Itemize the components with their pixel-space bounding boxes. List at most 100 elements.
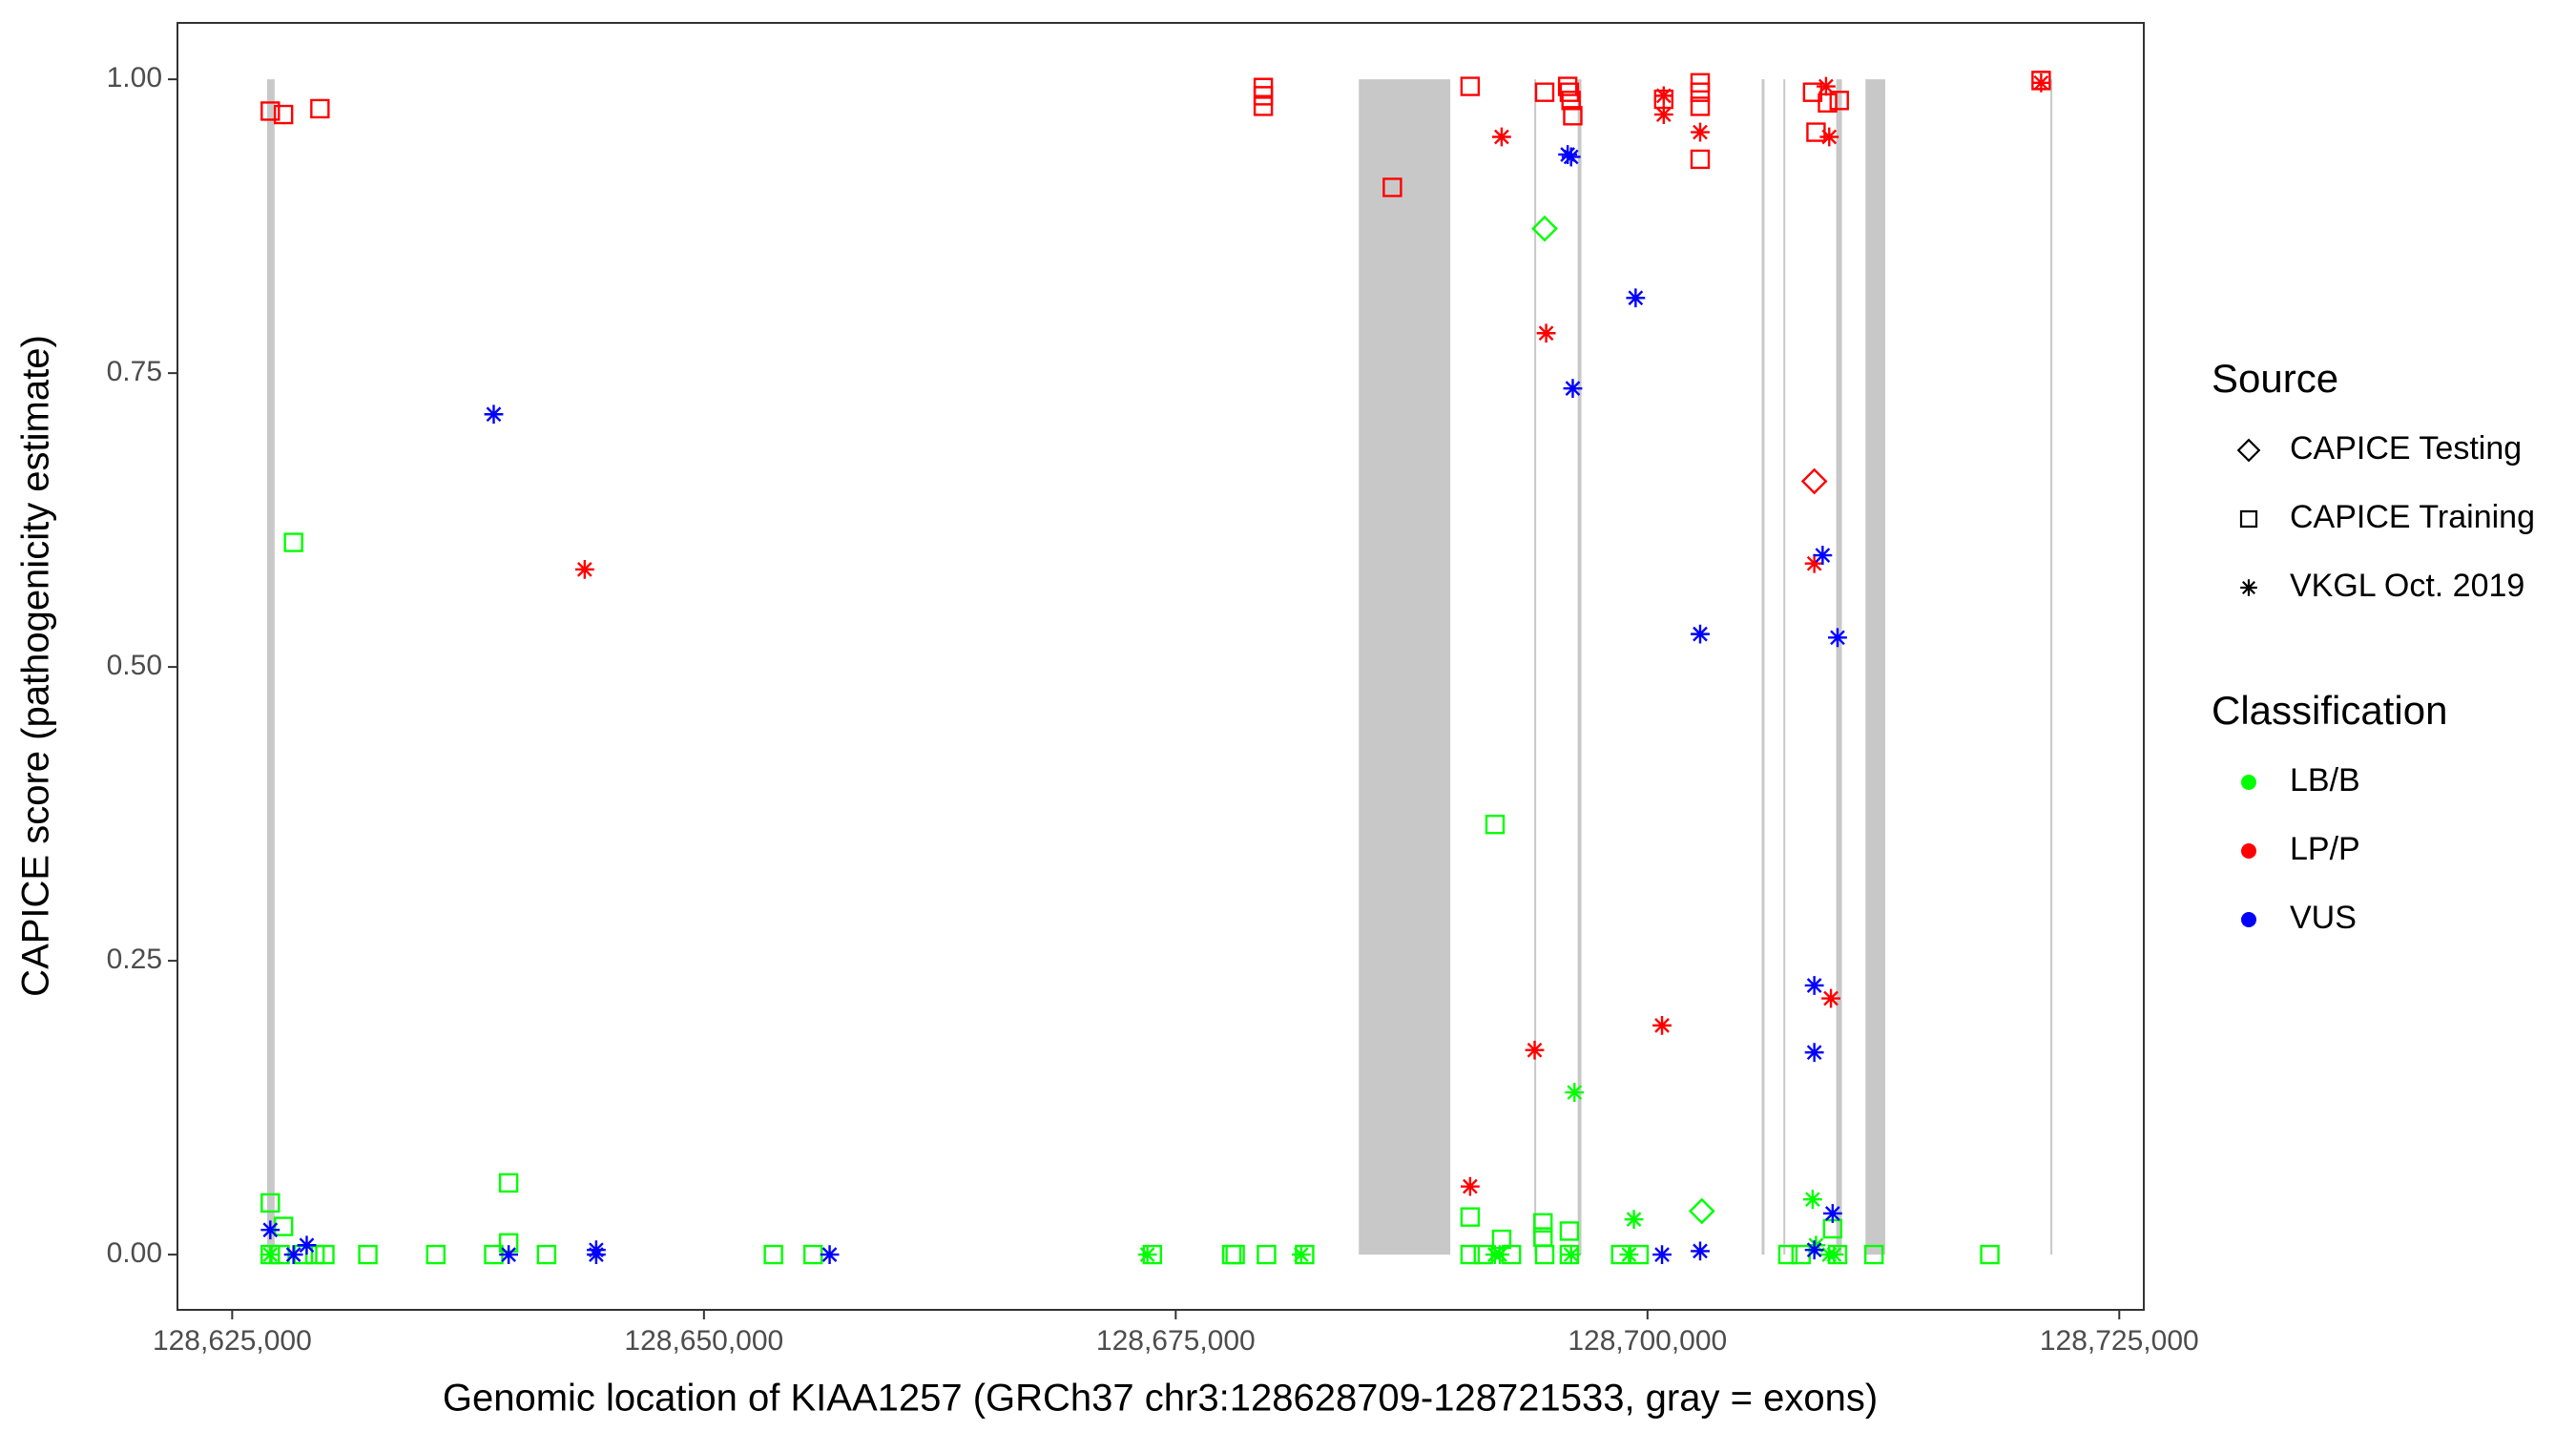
data-point <box>297 1235 317 1255</box>
data-point <box>1531 215 1558 242</box>
data-point <box>1295 1244 1315 1265</box>
legend-label: CAPICE Training <box>2290 499 2535 535</box>
data-point <box>1804 553 1824 573</box>
data-point <box>1559 1244 1580 1265</box>
data-point <box>260 1220 280 1240</box>
data-point <box>1291 1245 1311 1264</box>
legend-symbol <box>2236 438 2261 463</box>
data-point <box>1137 1245 1157 1264</box>
exon <box>1761 79 1765 1255</box>
data-point <box>1626 288 1646 308</box>
exon <box>1836 79 1842 1255</box>
y-tick-label: 0.50 <box>107 650 162 681</box>
data-point <box>273 104 294 125</box>
legend-symbol <box>2241 775 2256 790</box>
data-point <box>1565 1083 1585 1102</box>
data-point <box>1653 105 1673 124</box>
data-point <box>1534 1244 1555 1265</box>
legend-symbol <box>2239 509 2258 529</box>
data-point <box>283 532 303 552</box>
data-point <box>1822 1204 1842 1223</box>
legend-symbol <box>2241 843 2256 859</box>
data-point <box>1460 1207 1481 1227</box>
data-point <box>1804 1240 1824 1260</box>
data-point <box>1561 147 1581 167</box>
axis-layer: 128,625,000 128,650,000 128,675,000 128,700… <box>107 62 2199 1357</box>
data-point <box>802 1244 823 1265</box>
point-layer <box>260 71 2051 1265</box>
y-axis-title: CAPICE score (pathogenicity estimate) <box>15 335 57 997</box>
data-point <box>1690 149 1711 170</box>
data-point <box>310 98 330 119</box>
x-tick-label: 128,675,000 <box>1096 1325 1256 1357</box>
data-point <box>273 1216 294 1236</box>
data-point <box>1563 379 1583 399</box>
data-point <box>1802 1190 1822 1210</box>
data-point <box>1806 122 1826 142</box>
data-point <box>1491 1229 1512 1250</box>
x-tick-label: 128,625,000 <box>153 1325 312 1357</box>
data-point <box>820 1245 840 1264</box>
panel-border <box>177 22 2145 1311</box>
exon <box>1783 79 1786 1255</box>
data-point <box>498 1172 519 1193</box>
data-point <box>1653 86 1673 106</box>
data-point <box>1688 1197 1715 1225</box>
data-point <box>1691 624 1710 644</box>
data-point <box>426 1244 446 1265</box>
data-point <box>1624 1210 1644 1230</box>
data-point <box>1257 1244 1277 1265</box>
data-point <box>498 1233 519 1253</box>
data-point <box>1253 96 1274 116</box>
exon <box>266 79 275 1255</box>
data-point <box>1485 814 1506 835</box>
y-tick-label: 1.00 <box>107 62 162 93</box>
data-point <box>260 1245 280 1264</box>
data-point <box>1563 106 1583 126</box>
data-point <box>1980 1244 2000 1265</box>
data-point <box>1829 91 1849 111</box>
x-tick-label: 128,700,000 <box>1568 1325 1727 1357</box>
data-point <box>1824 1245 1844 1264</box>
exon <box>1577 79 1582 1255</box>
data-point <box>315 1244 335 1265</box>
data-point <box>1460 1244 1481 1265</box>
data-point <box>1817 76 1836 96</box>
legend: Source CAPICE Testing CAPICE Training VKGL … <box>2212 356 2535 936</box>
data-point <box>1492 127 1511 147</box>
legend-label: LB/B <box>2290 762 2360 798</box>
data-point <box>1813 546 1833 565</box>
data-point <box>1473 1244 1493 1265</box>
data-point <box>1619 1245 1639 1264</box>
legend-label: LP/P <box>2290 831 2360 867</box>
data-point <box>283 1245 303 1264</box>
data-point <box>1822 1218 1843 1239</box>
data-point <box>1536 323 1556 343</box>
data-point <box>1559 82 1580 102</box>
data-point <box>1691 122 1710 142</box>
x-axis-title: Genomic location of KIAA1257 (GRCh37 chr… <box>443 1378 1878 1420</box>
data-point <box>260 1192 280 1213</box>
data-point <box>1225 1244 1245 1265</box>
data-point <box>1557 76 1578 96</box>
data-point <box>1791 1244 1812 1265</box>
data-point <box>1490 1245 1510 1264</box>
legend-label: VKGL Oct. 2019 <box>2290 568 2524 604</box>
data-point <box>1690 96 1711 116</box>
data-point <box>1863 1244 1884 1265</box>
data-point <box>1819 127 1839 147</box>
y-tick-label: 0.00 <box>107 1237 162 1269</box>
data-point <box>260 101 280 121</box>
data-point <box>1559 1221 1580 1241</box>
data-point <box>1804 976 1824 995</box>
data-point <box>484 404 504 425</box>
exon <box>2050 79 2053 1255</box>
data-point <box>1828 628 1847 648</box>
data-point <box>1806 1235 1826 1255</box>
legend-label: VUS <box>2290 900 2357 936</box>
legend-symbol <box>2241 912 2256 927</box>
data-point <box>763 1244 783 1265</box>
legend-symbol <box>2240 579 2257 596</box>
data-point <box>1561 1245 1581 1264</box>
